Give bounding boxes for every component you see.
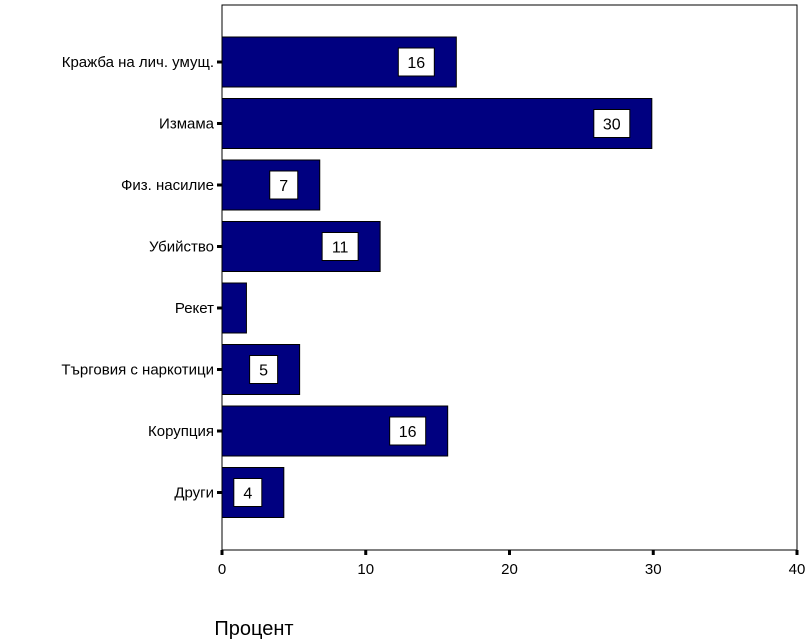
data-label-box [249, 355, 279, 384]
data-label: 4 [243, 486, 252, 503]
x-tick-label: 40 [789, 561, 806, 578]
data-label: 30 [603, 117, 621, 134]
category-label: Търговия с наркотици [61, 362, 214, 379]
data-label: 16 [399, 424, 417, 441]
category-label: Кражба на лич. умущ. [62, 54, 214, 71]
bar [221, 282, 247, 334]
plot-frame [221, 4, 798, 551]
data-label: 16 [407, 55, 425, 72]
category-label: Други [174, 485, 214, 502]
data-label-box [397, 47, 435, 77]
x-tick-label: 30 [645, 561, 662, 578]
bar [221, 98, 653, 149]
data-label: 5 [259, 363, 268, 380]
x-axis-title: Процент [214, 618, 293, 640]
category-label: Физ. насилие [121, 177, 214, 194]
data-label-box [233, 478, 263, 507]
category-label: Измама [159, 116, 215, 133]
x-tick-label: 10 [357, 561, 374, 578]
x-axis: 0 10 20 30 40 [218, 550, 806, 578]
data-label-box [269, 170, 299, 200]
bars-group: 16 30 7 11 5 16 4 [221, 36, 653, 518]
category-label: Рекет [175, 300, 214, 317]
data-label-box [389, 416, 427, 446]
data-label-box [321, 232, 359, 261]
x-tick-label: 20 [501, 561, 518, 578]
data-label-box [593, 109, 631, 138]
category-label: Корупция [148, 423, 214, 440]
x-tick-label: 0 [218, 561, 226, 578]
data-label: 7 [279, 178, 288, 195]
category-labels: Кражба на лич. умущ. Измама Физ. насилие Уб… [61, 54, 222, 502]
category-label: Убийство [149, 239, 214, 256]
data-label: 11 [332, 240, 349, 257]
